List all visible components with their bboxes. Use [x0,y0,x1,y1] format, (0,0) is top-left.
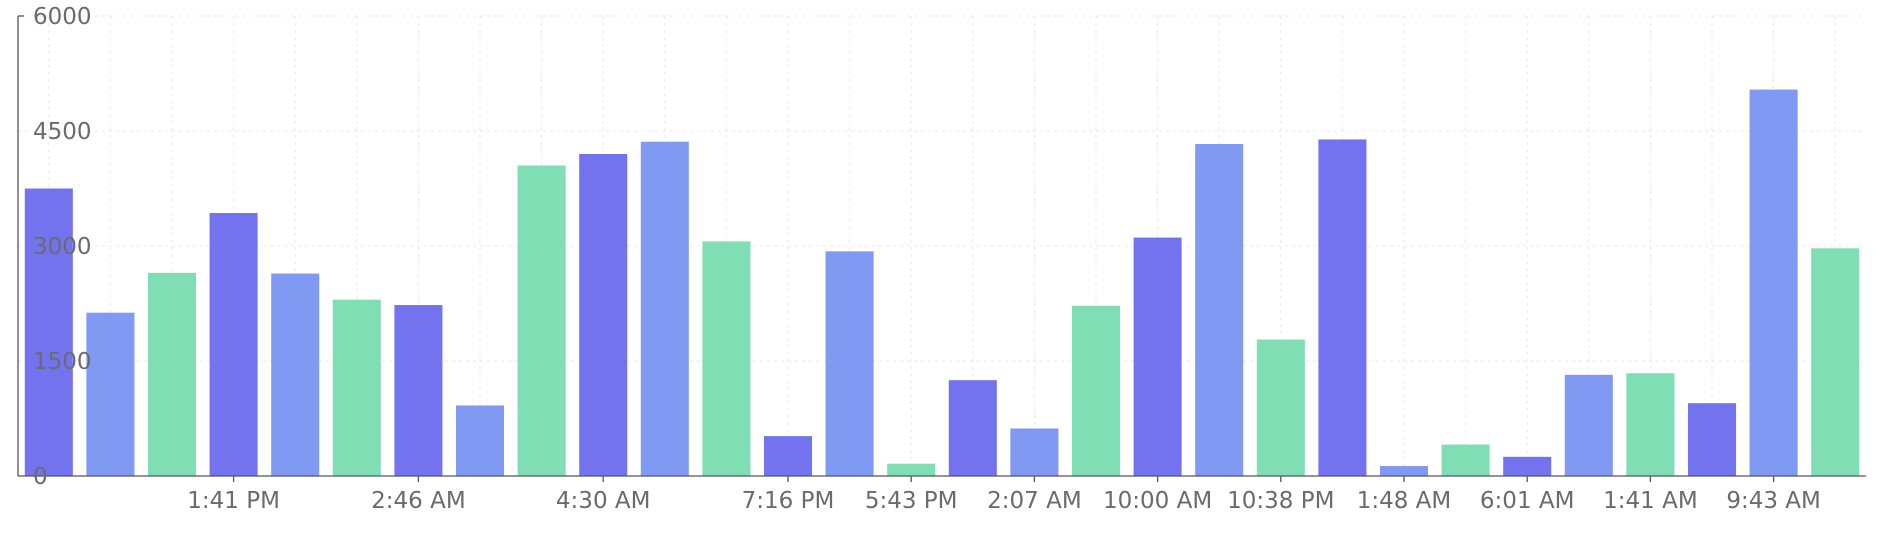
y-tick-label: 3000 [33,234,92,260]
bar [887,463,936,476]
bar [1687,403,1737,476]
bar [332,299,381,476]
bar [24,188,73,476]
y-tick-labels: 0 1500 3000 4500 6000 [33,4,92,490]
x-tick-label: 4:30 AM [556,488,651,514]
x-tick-label: 2:07 AM [987,488,1082,514]
bar [640,141,689,477]
gridlines [18,15,1866,476]
bar [1256,339,1305,476]
x-tick-label: 10:38 PM [1227,488,1334,514]
bar [517,165,566,476]
bar [209,213,258,476]
x-tick-label: 7:16 PM [742,488,835,514]
bar [1441,444,1490,476]
bar [455,405,505,476]
x-tick-label: 9:43 AM [1726,488,1821,514]
bar [1318,139,1367,476]
bar [948,380,997,476]
x-tick-label: 5:43 PM [865,488,958,514]
bar [1071,305,1121,476]
y-tick-label: 1500 [33,349,92,375]
x-tick-label: 1:48 AM [1357,488,1452,514]
axes [17,15,1866,482]
bar [579,154,628,476]
x-tick-label: 10:00 AM [1103,488,1212,514]
bar [763,436,813,476]
bar [1195,144,1244,476]
bar [1564,374,1613,476]
bar [702,241,751,476]
x-tick-label: 1:41 PM [187,488,280,514]
bar [86,312,135,476]
y-tick-label: 6000 [33,4,92,30]
bar [147,272,197,476]
y-tick-label: 0 [33,464,48,490]
bar [1379,466,1429,476]
bar [1133,237,1182,476]
bar [1503,456,1552,476]
bar [394,305,443,476]
bar [1010,428,1059,476]
bar [1626,373,1675,476]
x-tick-labels: 1:41 PM 2:46 AM 4:30 AM 7:16 PM 5:43 PM 2:07 … [187,488,1821,514]
bar [825,251,874,476]
x-tick-label: 1:41 AM [1603,488,1698,514]
bars [24,89,1860,477]
x-tick-label: 2:46 AM [371,488,466,514]
bar [1811,248,1860,476]
x-tick-label: 6:01 AM [1480,488,1575,514]
bar [271,273,320,476]
y-tick-label: 4500 [33,119,92,145]
bar [1749,89,1798,476]
